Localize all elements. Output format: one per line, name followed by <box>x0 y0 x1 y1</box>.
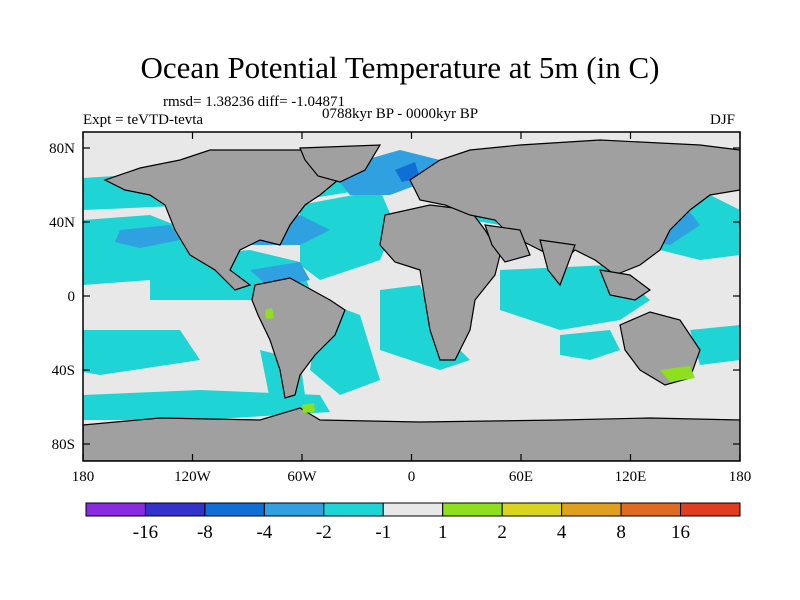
colorbar-swatch <box>263 502 325 517</box>
colorbar-label: -8 <box>197 522 213 543</box>
period-label: 0788kyr BP - 0000kyr BP <box>322 106 479 122</box>
stats-text: rmsd= 1.38236 diff= -1.04871 <box>163 94 346 110</box>
colorbar-swatch <box>382 502 444 517</box>
colorbar-label: 8 <box>616 522 626 543</box>
colorbar-swatch <box>561 502 622 517</box>
colorbar-swatch <box>442 502 503 517</box>
colorbar-label: -4 <box>256 522 272 543</box>
lat-tick-label: 80S <box>52 437 75 453</box>
lat-tick-label: 40S <box>52 363 75 379</box>
colorbar-label: -1 <box>375 522 391 543</box>
colorbar-swatch <box>323 502 384 517</box>
lon-tick-label: 60W <box>287 469 317 485</box>
landmass-india <box>539 239 576 287</box>
lon-tick-label: 60E <box>509 469 533 485</box>
season-label: DJF <box>710 112 736 128</box>
colorbar: -16 -8 -4 -2 -1 1 2 4 8 16 <box>85 502 741 543</box>
warm-anomaly-patches <box>265 308 695 413</box>
lat-tick-label: 80N <box>49 141 75 157</box>
lon-tick-label: 180 <box>72 469 95 485</box>
colorbar-swatch <box>680 502 741 517</box>
landmass-africa <box>379 204 501 361</box>
lon-tick-label: 0 <box>408 469 416 485</box>
landmass-eurasia <box>409 139 740 276</box>
colorbar-swatch <box>620 502 682 517</box>
lat-tick-label: 40N <box>49 215 75 231</box>
colorbar-label: 4 <box>557 522 567 543</box>
landmass-antarctica <box>83 407 740 461</box>
latitude-axis: 80N 40N 0 40S 80S <box>49 141 740 453</box>
colorbar-label: 16 <box>671 522 690 543</box>
map-title: Ocean Potential Temperature at 5m (in C) <box>140 50 660 85</box>
map-plot-area <box>83 132 740 461</box>
lon-tick-label: 120W <box>174 469 212 485</box>
colorbar-swatch <box>501 502 563 517</box>
landmass-greenland <box>299 144 382 183</box>
colorbar-swatch <box>85 502 146 517</box>
landmass-south-america <box>251 277 346 399</box>
landmass-southeast-asia <box>599 269 652 301</box>
lon-tick-label: 180 <box>729 469 752 485</box>
colorbar-label: -16 <box>133 522 158 543</box>
colorbar-label: 1 <box>438 522 448 543</box>
colorbar-swatch <box>204 502 265 517</box>
lat-tick-label: 0 <box>68 289 76 305</box>
lon-tick-label: 120E <box>615 469 647 485</box>
colorbar-swatch <box>144 502 206 517</box>
longitude-axis: 180 120W 60W 0 60E 120E 180 <box>72 132 752 485</box>
land-masses <box>83 139 740 461</box>
landmass-arabia <box>484 224 531 263</box>
colorbar-label: -2 <box>316 522 332 543</box>
colorbar-label: 2 <box>497 522 507 543</box>
experiment-label: Expt = teVTD-tevta <box>83 112 204 128</box>
